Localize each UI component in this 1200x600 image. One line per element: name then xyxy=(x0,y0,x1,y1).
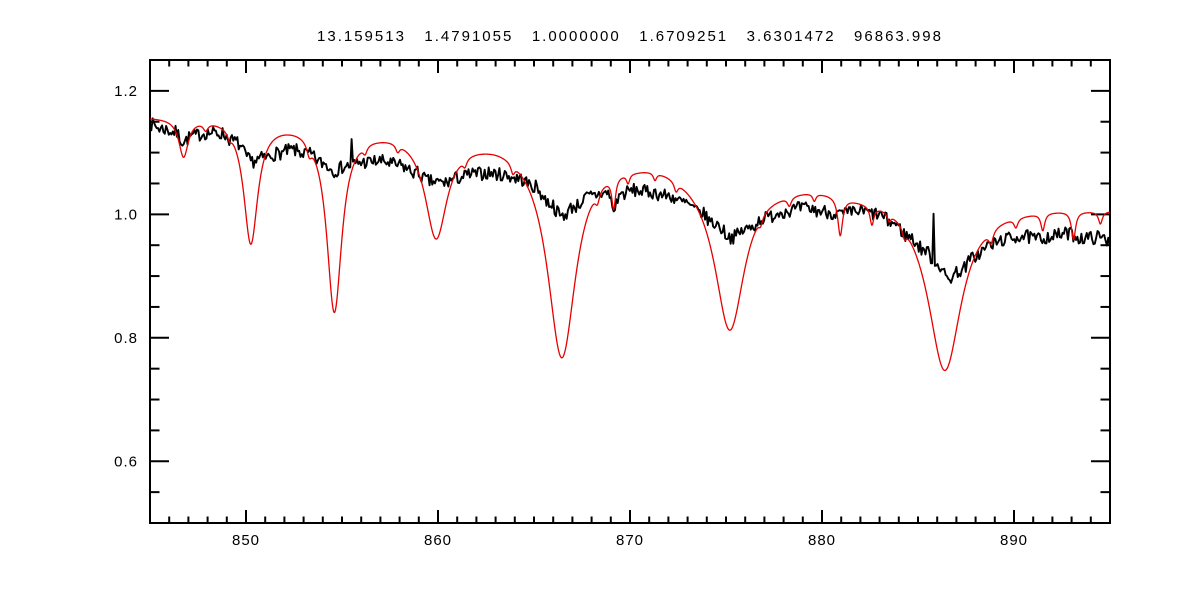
model-spectrum xyxy=(149,118,1110,372)
y-tick-label: 1.0 xyxy=(114,206,138,223)
x-tick-label: 860 xyxy=(424,532,452,549)
tick-labels: 850 860 870 880 890 0.6 0.8 1.0 1.2 xyxy=(114,83,1028,549)
axes xyxy=(149,59,1111,524)
x-tick-label: 880 xyxy=(808,532,836,549)
y-tick-label: 0.8 xyxy=(114,330,138,347)
observed-spectrum xyxy=(149,117,1111,284)
x-tick-label: 890 xyxy=(1000,532,1028,549)
y-tick-label: 1.2 xyxy=(114,83,138,100)
x-tick-label: 870 xyxy=(616,532,644,549)
plot-title: 13.159513 1.4791055 1.0000000 1.6709251 … xyxy=(317,28,943,45)
y-tick-label: 0.6 xyxy=(114,453,138,470)
x-tick-label: 850 xyxy=(232,532,260,549)
